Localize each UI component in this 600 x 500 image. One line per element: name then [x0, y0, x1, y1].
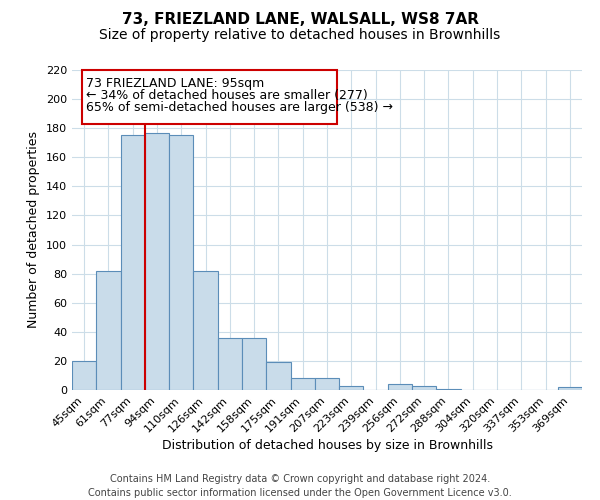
Bar — [315, 378, 339, 390]
X-axis label: Distribution of detached houses by size in Brownhills: Distribution of detached houses by size … — [161, 440, 493, 452]
Bar — [436, 388, 461, 390]
Text: 73 FRIEZLAND LANE: 95sqm: 73 FRIEZLAND LANE: 95sqm — [86, 78, 264, 90]
Bar — [96, 270, 121, 390]
Bar — [558, 387, 582, 390]
Bar — [218, 338, 242, 390]
FancyBboxPatch shape — [82, 70, 337, 124]
Bar — [290, 378, 315, 390]
Text: 65% of semi-detached houses are larger (538) →: 65% of semi-detached houses are larger (… — [86, 100, 393, 114]
Bar — [193, 270, 218, 390]
Text: 73, FRIEZLAND LANE, WALSALL, WS8 7AR: 73, FRIEZLAND LANE, WALSALL, WS8 7AR — [121, 12, 479, 28]
Bar — [145, 132, 169, 390]
Y-axis label: Number of detached properties: Number of detached properties — [28, 132, 40, 328]
Text: Contains HM Land Registry data © Crown copyright and database right 2024.
Contai: Contains HM Land Registry data © Crown c… — [88, 474, 512, 498]
Bar — [169, 136, 193, 390]
Text: ← 34% of detached houses are smaller (277): ← 34% of detached houses are smaller (27… — [86, 89, 368, 102]
Bar — [412, 386, 436, 390]
Bar — [72, 361, 96, 390]
Bar — [121, 136, 145, 390]
Bar — [242, 338, 266, 390]
Bar — [266, 362, 290, 390]
Bar — [339, 386, 364, 390]
Text: Size of property relative to detached houses in Brownhills: Size of property relative to detached ho… — [100, 28, 500, 42]
Bar — [388, 384, 412, 390]
